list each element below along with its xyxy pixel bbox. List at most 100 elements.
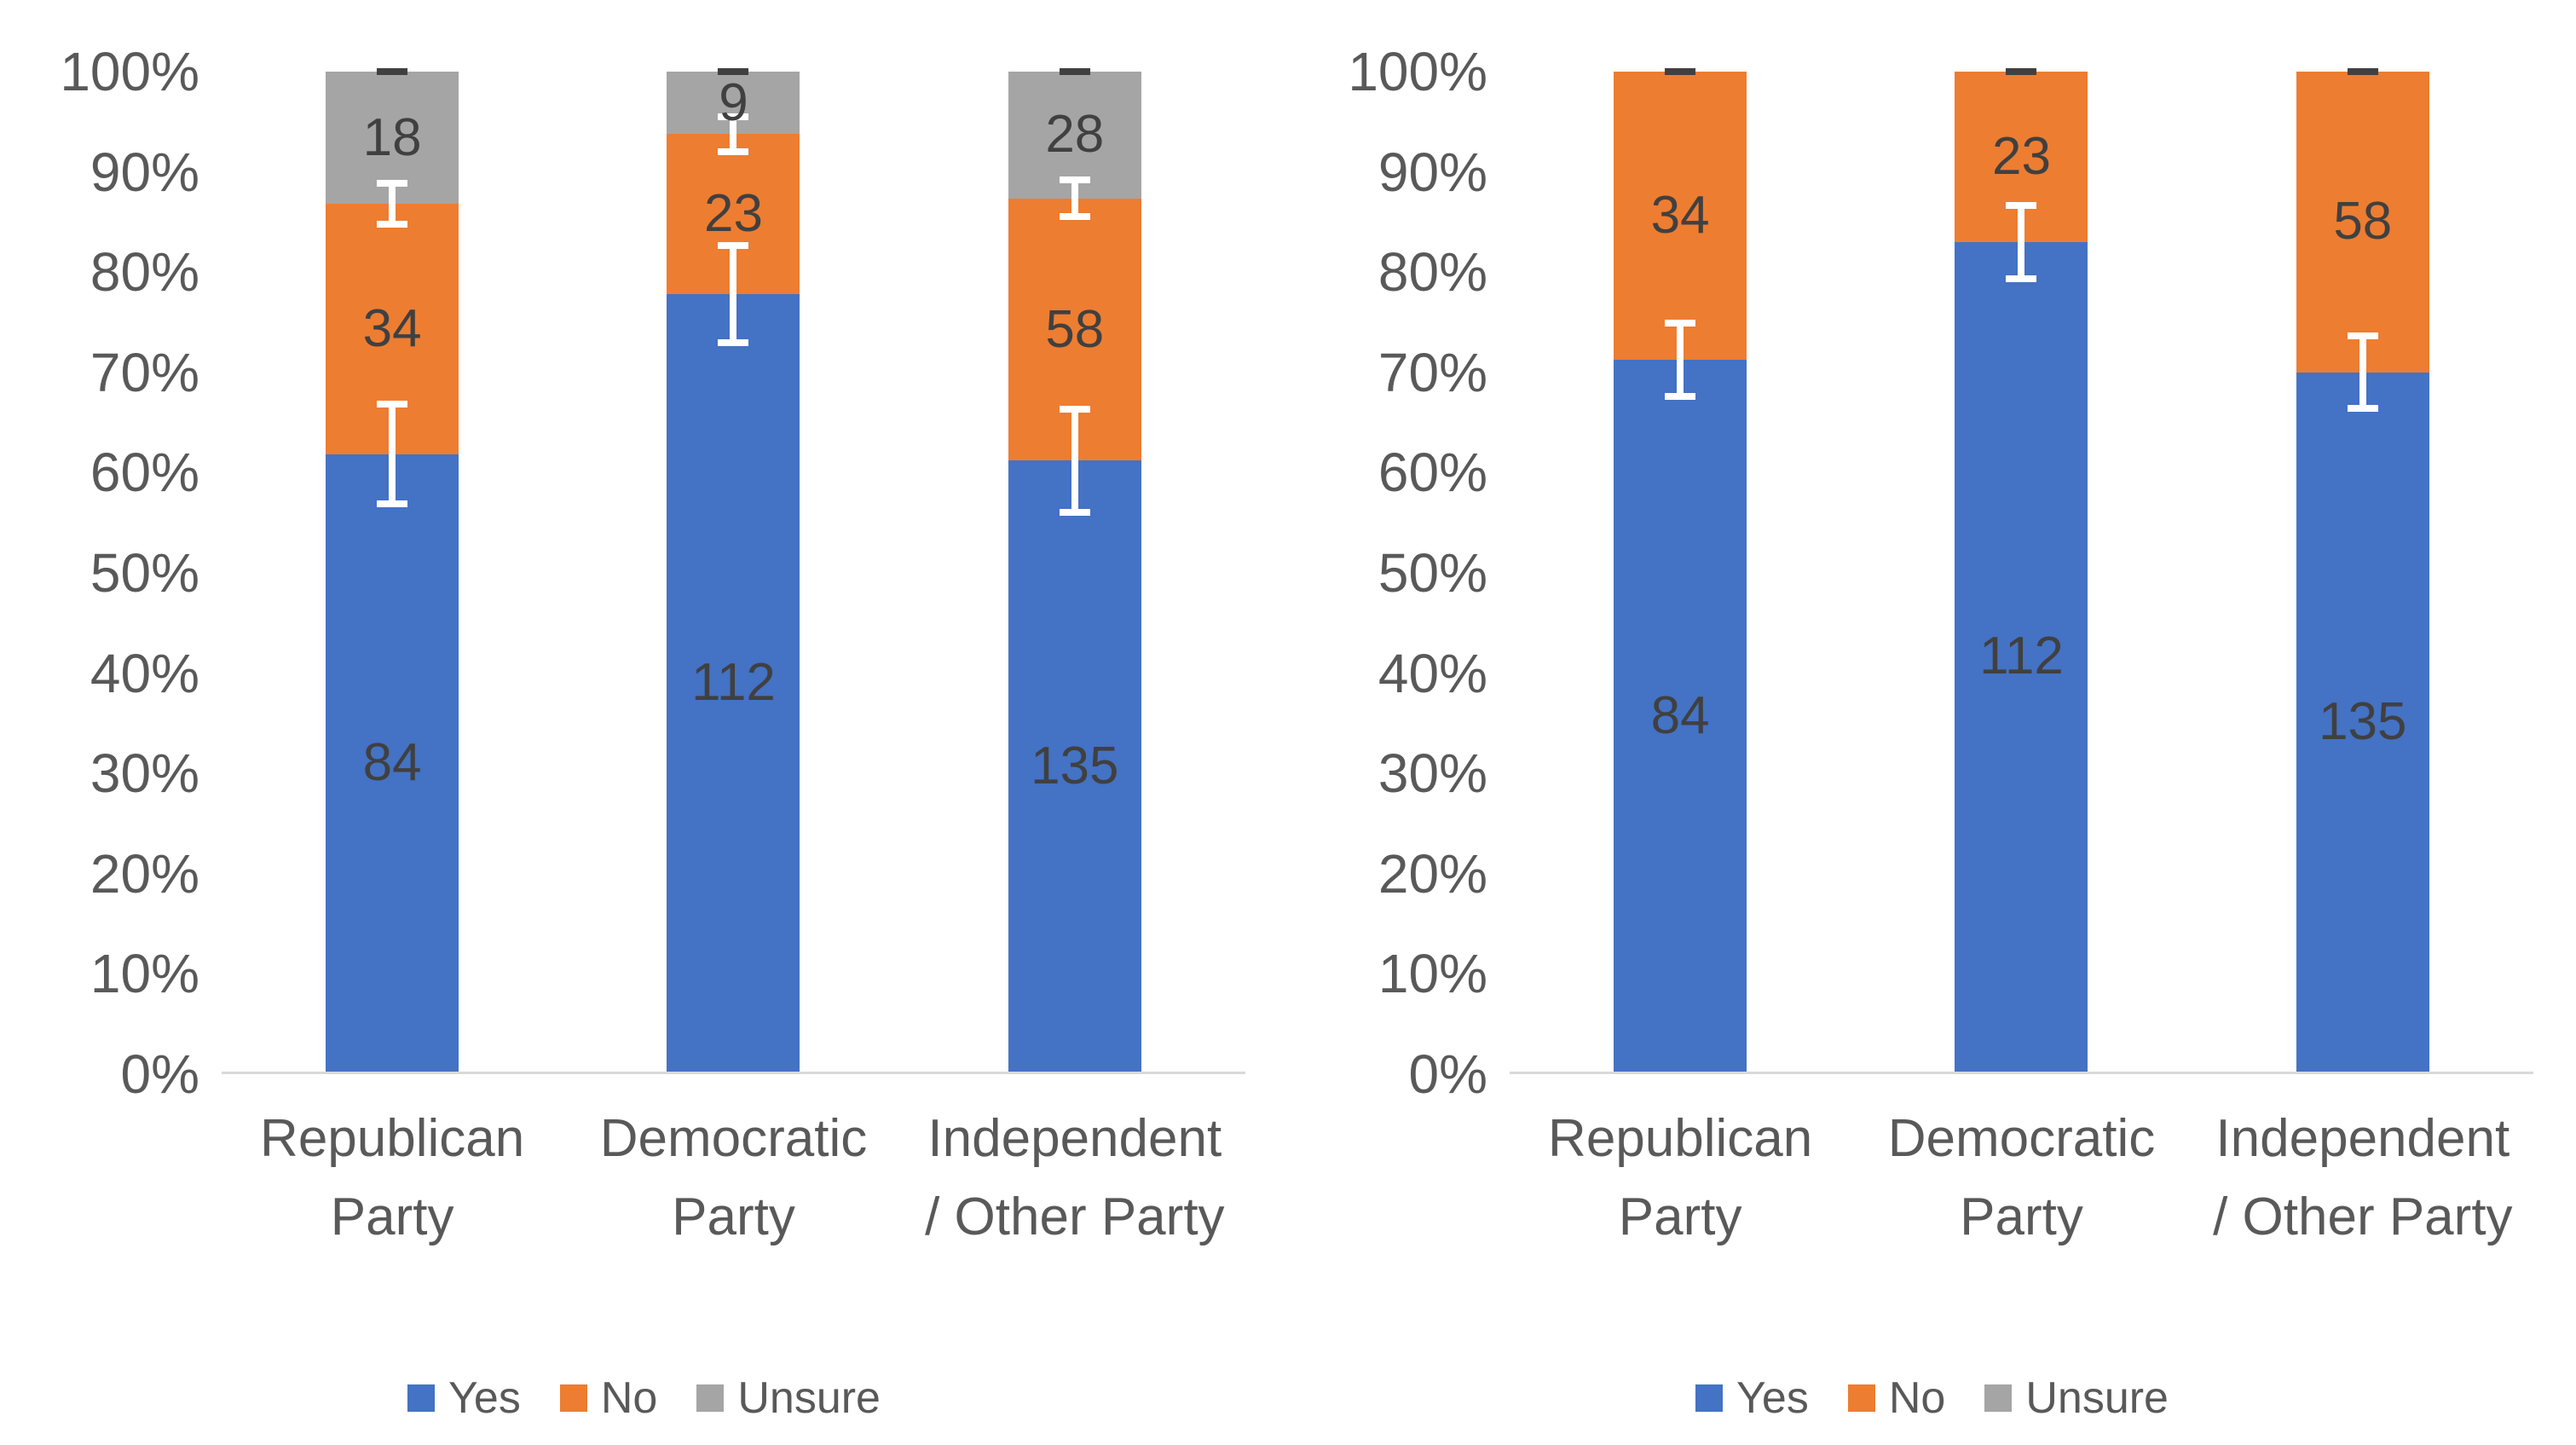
category-label-line: Democratic — [1887, 1109, 2156, 1168]
category-label-line: Independent — [2215, 1109, 2510, 1168]
bar-segment-yes — [667, 293, 800, 1072]
stacked-bar: 135 58 28 — [1008, 68, 1141, 1072]
error-bar — [2006, 201, 2037, 282]
y-tick-label: 10% — [1378, 943, 1487, 1005]
value-label: 58 — [1045, 299, 1105, 359]
value-label: 112 — [691, 652, 776, 712]
error-bar-bottom-cap — [718, 338, 749, 346]
legend-item-yes: Yes — [407, 1376, 521, 1420]
error-bar-bottom-cap — [718, 147, 749, 155]
error-bar-line — [389, 180, 396, 228]
error-bar — [2347, 332, 2378, 413]
value-label: 9 — [719, 72, 748, 132]
category-label-line: / Other Party — [2213, 1188, 2513, 1246]
legend-swatch-unsure — [1984, 1384, 2013, 1412]
error-bar-line — [1071, 176, 1078, 221]
category-label-line: Party — [330, 1188, 454, 1246]
error-bar — [1059, 176, 1090, 221]
bar-slot: 84 34 — [1510, 68, 1851, 1072]
legend-swatch-yes — [407, 1384, 436, 1412]
y-tick-label: 100% — [60, 41, 199, 102]
legend-item-unsure: Unsure — [696, 1376, 881, 1420]
y-axis: 100% 90% 80% 70% 60% 50% 40% 30% 20% 10% 0% — [0, 41, 222, 1105]
legend-item-yes: Yes — [1695, 1376, 1809, 1420]
plot-row: 100% 90% 80% 70% 60% 50% 40% 30% 20% 10% 0% 84 34 18 1… — [0, 41, 1288, 1105]
value-label: 135 — [1031, 736, 1119, 795]
y-tick-label: 40% — [1378, 642, 1487, 704]
error-bar-line — [1677, 320, 1684, 400]
stacked-bar: 84 34 18 — [326, 68, 459, 1072]
error-bar-bottom-cap — [1665, 392, 1696, 400]
value-label: 28 — [1045, 105, 1105, 165]
error-bar-bottom-cap — [1059, 213, 1090, 221]
error-bar-line — [389, 401, 396, 507]
y-tick-label: 90% — [1378, 141, 1487, 203]
value-label: 34 — [362, 298, 422, 358]
error-bar-line — [2359, 332, 2366, 413]
bar-segment-yes — [1955, 241, 2088, 1072]
y-tick-label: 80% — [90, 241, 199, 303]
bar-segment-no — [2296, 72, 2429, 373]
bar-slot: 135 58 28 — [904, 68, 1245, 1072]
legend-label: Unsure — [737, 1373, 881, 1423]
error-bar-line — [730, 113, 737, 155]
x-axis-labels: Republican Party Democratic Party Independen… — [1510, 1100, 2533, 1257]
y-tick-label: 40% — [90, 642, 199, 704]
category-label: Independent / Other Party — [904, 1100, 1245, 1257]
value-label: 23 — [704, 184, 763, 243]
bar-slot: 112 23 9 — [563, 68, 904, 1072]
value-label: 84 — [362, 732, 422, 792]
value-label: 34 — [1650, 186, 1710, 245]
category-label-line: / Other Party — [925, 1188, 1225, 1246]
legend: Yes No Unsure — [0, 1376, 1288, 1420]
category-label: Democratic Party — [563, 1100, 904, 1257]
value-label: 135 — [2319, 691, 2407, 751]
bar-segment-no — [1614, 72, 1747, 360]
bar-slot: 135 58 — [2192, 68, 2533, 1072]
value-label: 112 — [1979, 627, 2064, 686]
plot-area: 84 34 18 112 23 9 135 58 28 — [222, 68, 1245, 1074]
y-tick-label: 60% — [1378, 442, 1487, 504]
chart-left-with-unsure: 100% 90% 80% 70% 60% 50% 40% 30% 20% 10% 0% 84 34 18 1… — [0, 41, 1288, 1420]
y-tick-label: 70% — [90, 341, 199, 403]
top-error-cap — [2347, 68, 2378, 75]
legend-label: Unsure — [2025, 1373, 2169, 1423]
plot-row: 100% 90% 80% 70% 60% 50% 40% 30% 20% 10% 0% 84 34 112… — [1288, 41, 2576, 1105]
legend-item-unsure: Unsure — [1984, 1376, 2169, 1420]
y-tick-label: 50% — [90, 542, 199, 604]
bar-slot: 84 34 18 — [222, 68, 563, 1072]
stacked-bar: 112 23 — [1955, 68, 2088, 1072]
y-tick-label: 30% — [1378, 743, 1487, 805]
y-tick-label: 10% — [90, 943, 199, 1005]
x-axis-labels: Republican Party Democratic Party Independen… — [222, 1100, 1245, 1257]
error-bar — [377, 401, 408, 507]
error-bar-line — [2018, 201, 2025, 282]
error-bar-bottom-cap — [377, 221, 408, 228]
error-bar-bottom-cap — [1059, 508, 1090, 516]
top-error-cap — [1665, 68, 1696, 75]
y-tick-label: 0% — [1408, 1043, 1488, 1105]
top-error-cap — [2006, 68, 2037, 75]
error-bar — [718, 113, 749, 155]
value-label: 23 — [1992, 126, 2051, 186]
category-label: Independent / Other Party — [2192, 1100, 2533, 1257]
y-axis: 100% 90% 80% 70% 60% 50% 40% 30% 20% 10% 0% — [1288, 41, 1510, 1105]
category-label: Republican Party — [1510, 1100, 1851, 1257]
category-label: Republican Party — [222, 1100, 563, 1257]
top-error-cap — [377, 68, 408, 75]
error-bar-bottom-cap — [377, 500, 408, 507]
top-error-cap — [1059, 68, 1090, 75]
error-bar-line — [730, 241, 737, 346]
y-tick-label: 80% — [1378, 241, 1487, 303]
category-label-line: Party — [1960, 1188, 2083, 1246]
y-tick-label: 30% — [90, 743, 199, 805]
legend-swatch-yes — [1695, 1384, 1724, 1412]
stacked-bar: 112 23 9 — [667, 68, 800, 1072]
error-bar-bottom-cap — [2006, 275, 2037, 282]
plot-area: 84 34 112 23 135 58 — [1510, 68, 2533, 1074]
legend-item-no: No — [559, 1376, 657, 1420]
bar-segment-yes — [2296, 372, 2429, 1072]
value-label: 58 — [2333, 192, 2393, 251]
error-bar — [1665, 320, 1696, 400]
bar-segment-yes — [326, 454, 459, 1072]
